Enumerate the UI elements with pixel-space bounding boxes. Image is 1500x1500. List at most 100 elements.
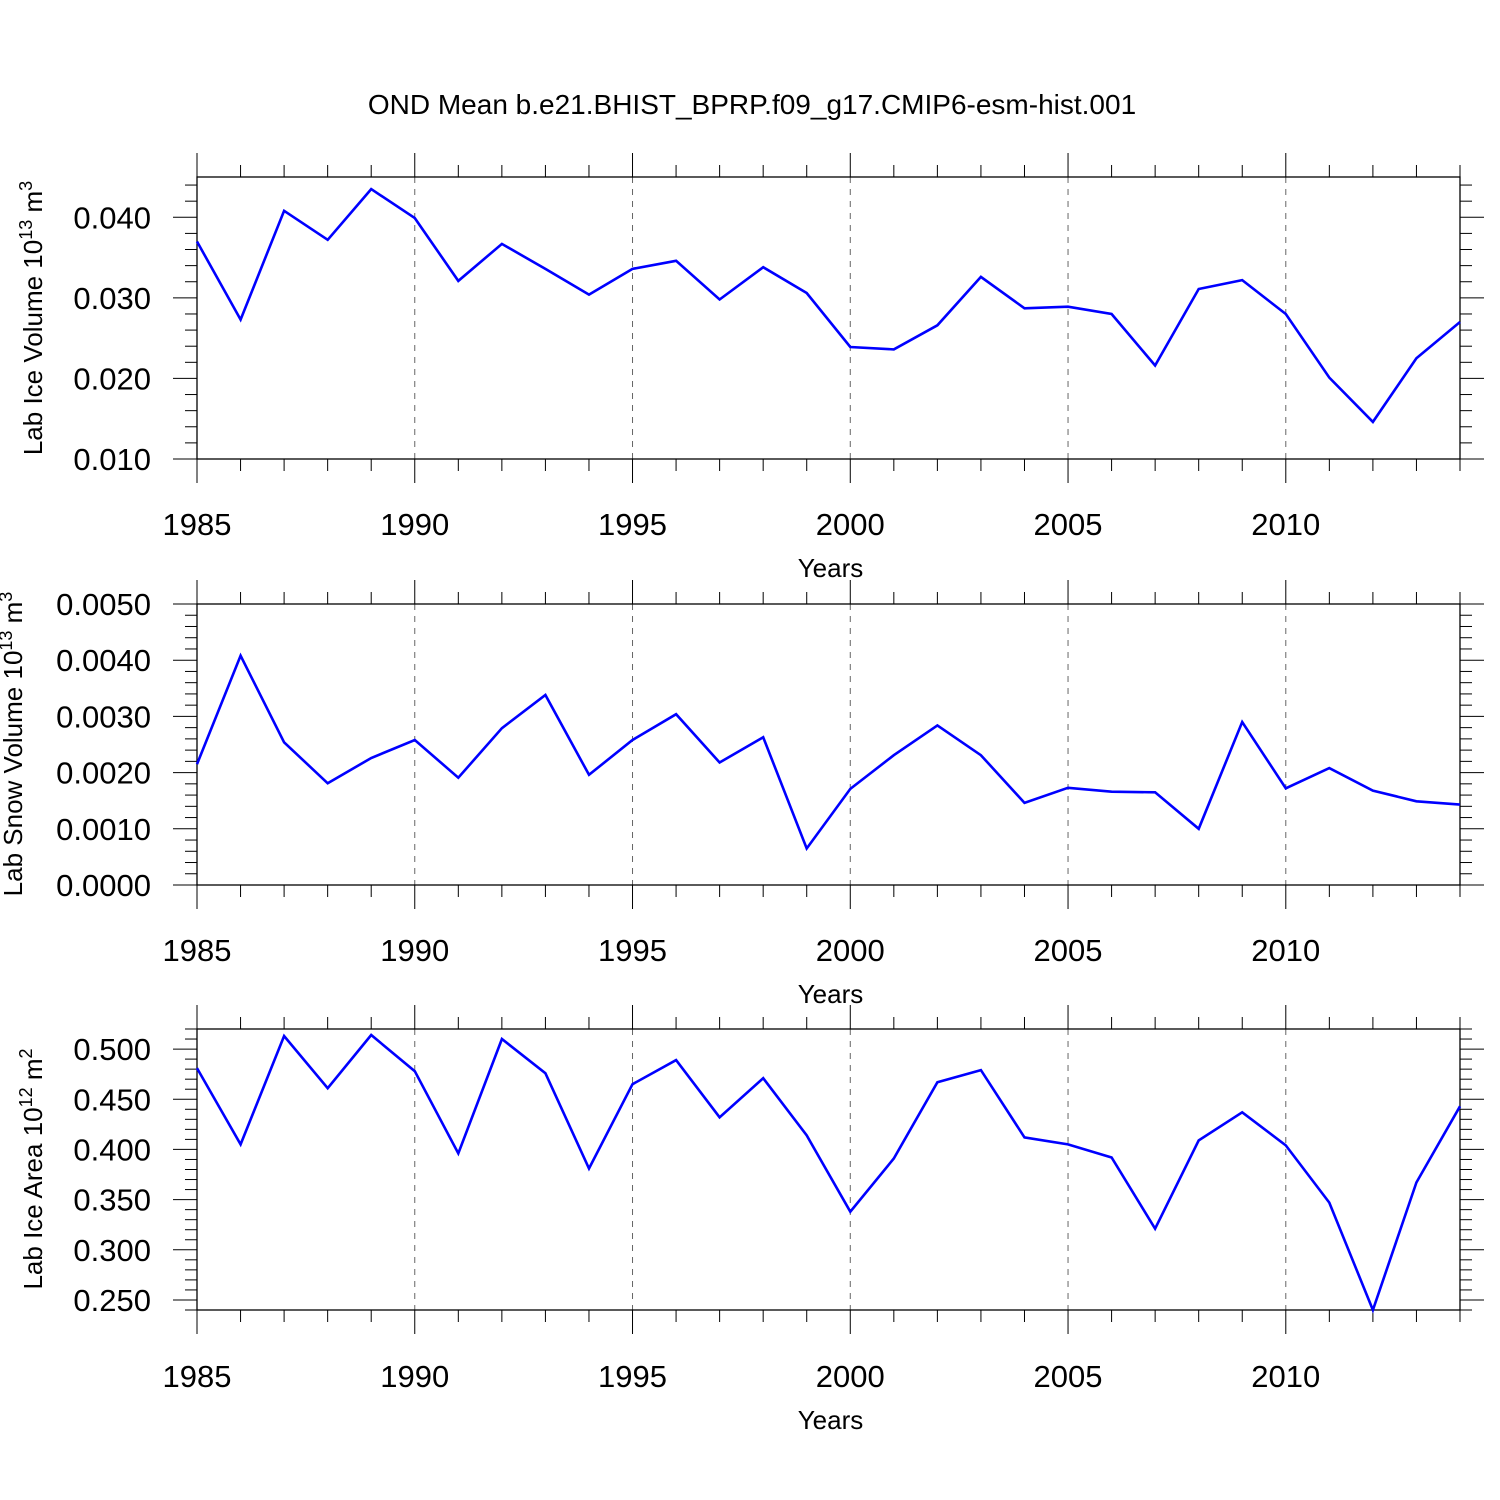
ice-area-data-point [631,1082,635,1086]
snow-volume-data-point [761,735,765,739]
ice-volume-y-label-part: Lab Ice Volume 10 [18,240,48,455]
snow-volume-data-point [1110,790,1114,794]
ice-area-y-tick-label: 0.300 [73,1233,151,1268]
snow-volume-data-point [935,723,939,727]
ice-area-data-point [718,1115,722,1119]
ice-volume-data-point [587,293,591,297]
snow-volume-data-point [718,760,722,764]
ice-volume-x-tick-label: 1985 [163,507,232,542]
ice-volume-x-tick-label: 2005 [1034,507,1103,542]
ice-area-data-point [1371,1308,1375,1312]
snow-volume-y-axis-label: Lab Snow Volume 1013 m3 [0,592,28,897]
snow-volume-data-point [282,740,286,744]
ice-volume-data-point [456,279,460,283]
snow-volume-data-point [1197,827,1201,831]
ice-area-x-tick-label: 1990 [380,1359,449,1394]
ice-area-y-tick-label: 0.250 [73,1283,151,1318]
snow-volume-data-point [674,712,678,716]
snow-volume-x-tick-label: 2000 [816,933,885,968]
snow-volume-data-point [1284,786,1288,790]
ice-volume-data-point [761,265,765,269]
snow-volume-y-tick-label: 0.0050 [56,587,151,622]
snow-volume-x-tick-label: 2010 [1251,933,1320,968]
ice-volume-data-point [282,209,286,213]
ice-volume-data-point [805,291,809,295]
ice-area-y-tick-label: 0.500 [73,1032,151,1067]
snow-volume-x-tick-label: 2005 [1034,933,1103,968]
ice-volume-data-point [369,187,373,191]
ice-volume-data-point [892,347,896,351]
ice-volume-panel: 0.010 0.020 0.030 0.040 1985 1990 1995 2000 2005… [16,153,1484,583]
snow-volume-data-point [979,753,983,757]
snow-volume-x-tick-label: 1985 [163,933,232,968]
snow-volume-y-tick-label: 0.0010 [56,812,151,847]
snow-volume-data-point [326,781,330,785]
ice-area-data-point [543,1071,547,1075]
snow-volume-data-point [239,654,243,658]
snow-volume-data-point [805,846,809,850]
ice-volume-y-axis-label: Lab Ice Volume 1013 m3 [16,181,48,455]
ice-volume-y-label-part: m [18,191,48,220]
ice-volume-y-label-superscript: 13 [16,220,36,240]
ice-area-data-point [1240,1110,1244,1114]
ice-volume-y-tick-label: 0.010 [73,442,151,477]
snow-volume-y-tick-label: 0.0040 [56,643,151,678]
ice-area-data-point [892,1156,896,1160]
ice-area-data-point [195,1066,199,1070]
ice-volume-x-axis-label: Years [798,553,864,583]
ice-area-plot-frame [196,1028,1461,1311]
snow-volume-data-point [369,756,373,760]
ice-volume-data-point [1110,312,1114,316]
ice-volume-data-point [674,259,678,263]
ice-volume-x-tick-label: 2000 [816,507,885,542]
ice-volume-data-point [1197,287,1201,291]
ice-volume-data-point [1153,364,1157,368]
ice-volume-plot-frame [196,176,1461,460]
ice-volume-x-tick-label: 2010 [1251,507,1320,542]
ice-volume-data-point [326,238,330,242]
ice-volume-data-point [979,275,983,279]
snow-volume-x-tick-label: 1995 [598,933,667,968]
snow-volume-data-point [1022,801,1026,805]
snow-volume-data-point [456,776,460,780]
ice-volume-data-point [1284,312,1288,316]
ice-area-data-point [369,1033,373,1037]
ice-area-panel: 0.250 0.300 0.350 0.400 0.450 0.500 1985 1990 19… [16,1005,1484,1435]
ice-volume-data-point [848,345,852,349]
ice-area-data-point [500,1037,504,1041]
ice-volume-data-point [500,242,504,246]
ice-area-data-point [239,1142,243,1146]
ice-volume-data-point [1022,306,1026,310]
ice-volume-data-point [935,323,939,327]
ice-area-y-label-superscript: 2 [16,1048,36,1058]
snow-volume-data-point [195,762,199,766]
ice-area-series-line [195,1033,1462,1314]
ice-area-x-tick-label: 2000 [816,1359,885,1394]
snow-volume-y-label-superscript: 13 [0,631,16,651]
ice-area-data-point [1197,1138,1201,1142]
figure-title: OND Mean b.e21.BHIST_BPRP.f09_g17.CMIP6-… [368,89,1136,120]
ice-area-x-tick-label: 1985 [163,1359,232,1394]
ice-volume-x-tick-label: 1990 [380,507,449,542]
ice-area-data-point [413,1069,417,1073]
ice-area-data-point [1327,1201,1331,1205]
ice-area-x-tick-label: 2010 [1251,1359,1320,1394]
ice-volume-y-label-superscript: 3 [16,181,36,191]
snow-volume-y-tick-label: 0.0000 [56,868,151,903]
ice-area-data-point [282,1034,286,1038]
snow-volume-data-point [1066,786,1070,790]
snow-volume-data-point [1153,790,1157,794]
ice-area-y-label-superscript: 12 [16,1087,36,1107]
ice-area-data-point [1110,1155,1114,1159]
ice-volume-data-point [718,297,722,301]
ice-area-x-tick-label: 1995 [598,1359,667,1394]
ice-volume-data-point [543,267,547,271]
snow-volume-y-tick-label: 0.0030 [56,699,151,734]
snow-volume-y-label-part: Lab Snow Volume 10 [0,651,28,897]
ice-area-y-axis-label: Lab Ice Area 1012 m2 [16,1048,48,1289]
snow-volume-data-point [1327,766,1331,770]
ice-volume-data-point [631,267,635,271]
ice-area-data-point [1284,1143,1288,1147]
snow-volume-data-point [587,773,591,777]
